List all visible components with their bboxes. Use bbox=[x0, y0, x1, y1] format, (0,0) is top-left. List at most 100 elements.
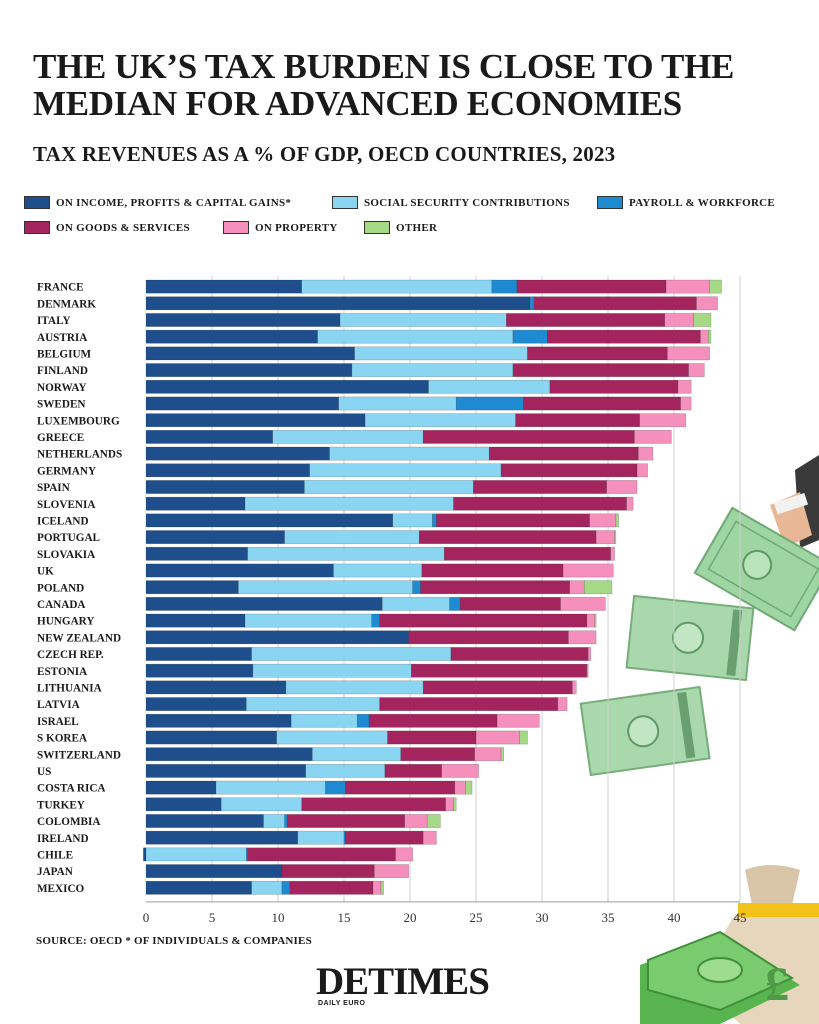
country-label: UK bbox=[37, 566, 54, 578]
bar-property bbox=[404, 814, 428, 828]
bar-social bbox=[272, 430, 424, 444]
banknote-1 bbox=[693, 506, 819, 632]
x-tick-label: 30 bbox=[536, 910, 549, 925]
bar-income bbox=[145, 430, 273, 444]
bar-payroll bbox=[325, 780, 346, 795]
bar-payroll bbox=[449, 597, 461, 611]
bar-income bbox=[145, 747, 313, 762]
bar-property bbox=[680, 396, 692, 411]
legend-swatch-income bbox=[24, 196, 50, 209]
bar-goods bbox=[368, 713, 498, 728]
bar-social bbox=[382, 597, 450, 611]
bar-income bbox=[145, 530, 285, 544]
bar-social bbox=[244, 613, 372, 628]
bar-social bbox=[290, 713, 358, 728]
bar-income bbox=[145, 613, 246, 628]
bar-property bbox=[475, 730, 520, 745]
bar-property bbox=[688, 363, 705, 377]
legend-label-social: SOCIAL SECURITY CONTRIBUTIONS bbox=[364, 196, 570, 209]
legend-swatch-other bbox=[364, 221, 390, 234]
x-tick-label: 15 bbox=[338, 910, 351, 925]
bar-property bbox=[445, 797, 454, 812]
bar-goods bbox=[549, 379, 679, 394]
bar-other bbox=[500, 747, 504, 762]
legend-swatch-social bbox=[332, 196, 358, 209]
bar-property bbox=[474, 747, 502, 762]
bar-social bbox=[364, 413, 516, 428]
bar-social bbox=[317, 329, 514, 344]
bar-property bbox=[395, 847, 413, 862]
bar-income bbox=[145, 563, 334, 578]
bar-other bbox=[594, 613, 597, 628]
bar-income bbox=[145, 697, 247, 711]
bar-income bbox=[145, 764, 306, 778]
bar-goods bbox=[247, 847, 396, 862]
banknote-3 bbox=[579, 685, 711, 777]
bar-property bbox=[638, 446, 654, 461]
bar-property bbox=[595, 530, 615, 544]
source-note: SOURCE: OECD * OF INDIVIDUALS & COMPANIE… bbox=[36, 935, 312, 947]
bar-social bbox=[354, 346, 528, 361]
logo-subtitle: DAILY EURO bbox=[318, 1000, 366, 1007]
legend-swatch-goods bbox=[24, 221, 50, 234]
bar-goods bbox=[500, 463, 638, 478]
bar-social bbox=[312, 747, 402, 762]
country-label: SPAIN bbox=[37, 482, 70, 494]
country-label: CZECH REP. bbox=[37, 649, 104, 661]
bar-property bbox=[606, 480, 638, 494]
bar-social bbox=[339, 313, 507, 327]
x-tick-label: 25 bbox=[470, 910, 483, 925]
bar-property bbox=[422, 830, 437, 845]
country-label: SWITZERLAND bbox=[37, 749, 121, 761]
legend-swatch-property bbox=[223, 221, 249, 234]
bar-property bbox=[586, 663, 589, 678]
bar-goods bbox=[301, 797, 446, 812]
bar-goods bbox=[547, 329, 701, 344]
bar-income bbox=[145, 279, 303, 294]
country-label: MEXICO bbox=[37, 883, 85, 895]
bar-property bbox=[696, 296, 718, 311]
chart-title: THE UK’S TAX BURDEN IS CLOSE TO THE MEDI… bbox=[33, 47, 735, 123]
bar-social bbox=[351, 363, 514, 377]
bar-goods bbox=[436, 513, 590, 528]
bar-payroll bbox=[455, 396, 524, 411]
country-label: SLOVAKIA bbox=[37, 549, 95, 561]
bar-income bbox=[143, 847, 147, 862]
legend-label-goods: ON GOODS & SERVICES bbox=[56, 221, 190, 234]
bar-income bbox=[145, 379, 429, 394]
bar-social bbox=[145, 847, 247, 862]
bar-goods bbox=[411, 663, 588, 678]
bar-goods bbox=[289, 880, 374, 895]
country-label: CANADA bbox=[37, 599, 85, 611]
bar-property bbox=[560, 597, 606, 611]
bar-property bbox=[569, 580, 585, 595]
bar-income bbox=[145, 830, 299, 845]
bar-social bbox=[276, 730, 388, 745]
bar-goods bbox=[450, 647, 589, 661]
hand-with-banknote bbox=[770, 455, 819, 548]
bar-property bbox=[586, 613, 596, 628]
bar-goods bbox=[512, 363, 689, 377]
bar-income bbox=[145, 630, 409, 645]
bar-property bbox=[562, 563, 614, 578]
bar-property bbox=[634, 430, 672, 444]
bar-income bbox=[145, 346, 355, 361]
bar-property bbox=[639, 413, 687, 428]
country-label: POLAND bbox=[37, 582, 84, 594]
country-label: GERMANY bbox=[37, 465, 96, 477]
bar-income bbox=[145, 396, 339, 411]
bar-property bbox=[677, 379, 692, 394]
bar-social bbox=[329, 446, 490, 461]
bar-goods bbox=[286, 814, 405, 828]
country-label: BELGIUM bbox=[37, 349, 92, 361]
bar-goods bbox=[345, 780, 456, 795]
bar-property bbox=[587, 647, 592, 661]
banknote-2 bbox=[625, 594, 755, 682]
bar-social bbox=[251, 880, 283, 895]
bar-goods bbox=[459, 597, 561, 611]
bar-income bbox=[145, 880, 252, 895]
bar-other bbox=[583, 580, 613, 595]
country-label: FINLAND bbox=[37, 365, 88, 377]
country-label: ESTONIA bbox=[37, 666, 87, 678]
